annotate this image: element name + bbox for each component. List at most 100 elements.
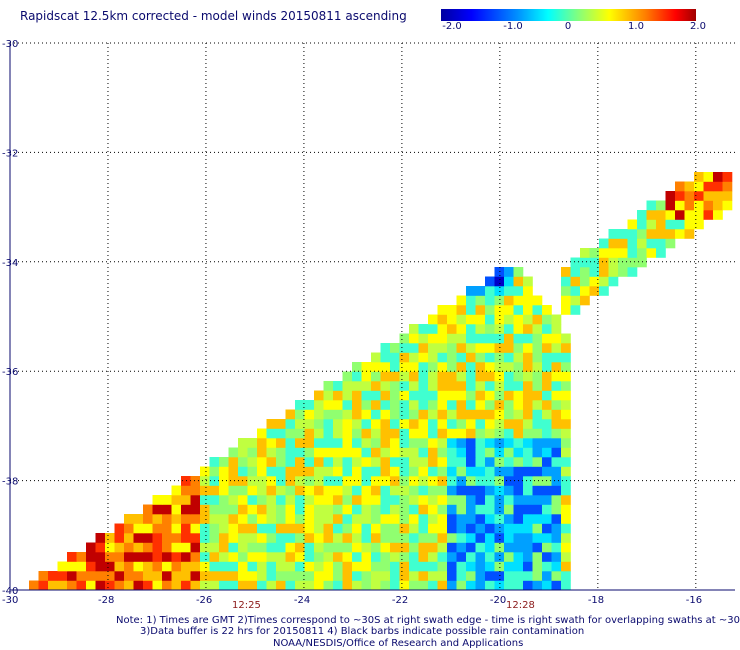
swath-cell [447, 476, 457, 486]
swath-cell [466, 533, 476, 543]
swath-cell [304, 571, 315, 581]
swath-cell [532, 552, 543, 562]
swath-cell [513, 495, 524, 505]
swath-cell [551, 504, 562, 515]
swath-cell [580, 276, 590, 287]
swath-cell [523, 314, 533, 325]
swath-cell [437, 409, 448, 420]
swath-cell [418, 523, 429, 534]
swath-cell [162, 533, 172, 543]
swath-cell [304, 523, 315, 534]
swath-cell [418, 447, 429, 458]
swath-cell [656, 248, 666, 258]
swath-cell [722, 172, 733, 182]
swath-cell [504, 286, 514, 296]
swath-cell [285, 457, 296, 467]
swath-cell [95, 561, 106, 572]
swath-cell [485, 419, 495, 429]
swath-cell [485, 333, 495, 344]
swath-cell [361, 552, 372, 562]
swath-cell [409, 343, 419, 353]
swath-cell [551, 428, 562, 439]
swath-cell [494, 362, 505, 372]
swath-cell [333, 485, 343, 496]
swath-cell [523, 561, 533, 572]
swath-cell [304, 552, 315, 562]
swath-cell [276, 495, 286, 505]
swath-cell [181, 542, 191, 553]
swath-cell [637, 229, 647, 239]
swath-cell [181, 580, 191, 591]
swath-cell [114, 533, 125, 543]
swath-cell [285, 485, 296, 496]
swath-cell [485, 571, 495, 581]
swath-cell [266, 457, 277, 467]
swath-cell [409, 523, 419, 534]
swath-cell [447, 390, 457, 401]
swath-cell [523, 390, 533, 401]
swath-cell [532, 580, 543, 591]
swath-cell [437, 561, 448, 572]
swath-cell [504, 495, 514, 505]
swath-cell [266, 466, 277, 477]
swath-cell [504, 466, 514, 477]
longitude-label: -20 [490, 595, 506, 606]
swath-cell [171, 495, 182, 505]
swath-cell [285, 514, 296, 524]
swath-cell [694, 191, 704, 201]
swath-cell [304, 485, 315, 496]
swath-cell [247, 495, 258, 505]
swath-cell [257, 504, 267, 515]
swath-cell [276, 514, 286, 524]
swath-cell [238, 514, 248, 524]
swath-cell [542, 352, 552, 363]
swath-cell [67, 561, 77, 572]
swath-cell [428, 447, 438, 458]
swath-cell [532, 523, 543, 534]
swath-cell [447, 523, 457, 534]
swath-cell [247, 514, 258, 524]
swath-cell [551, 438, 562, 448]
swath-cell [485, 561, 495, 572]
swath-cell [561, 485, 571, 496]
swath-cell [418, 514, 429, 524]
swath-cell [304, 419, 315, 429]
swath-cell [152, 533, 163, 543]
swath-cell [371, 466, 381, 477]
swath-cell [561, 295, 571, 306]
swath-cell [513, 523, 524, 534]
swath-cell [618, 229, 628, 239]
swath-cell [228, 485, 239, 496]
swath-cell [428, 438, 438, 448]
swath-cell [447, 314, 457, 325]
swath-cell [551, 447, 562, 458]
swath-cell [409, 571, 419, 581]
swath-cell [485, 447, 495, 458]
swath-cell [295, 561, 305, 572]
swath-cell [418, 343, 429, 353]
swath-cell [409, 542, 419, 553]
swath-cell [361, 447, 372, 458]
swath-cell [513, 552, 524, 562]
swath-cell [219, 561, 229, 572]
swath-cell [209, 561, 220, 572]
latitude-label: -30 [2, 39, 18, 50]
swath-cell [247, 561, 258, 572]
swath-cell [513, 485, 524, 496]
swath-cell [703, 181, 714, 192]
swath-cell [561, 362, 571, 372]
swath-cell [409, 324, 419, 334]
swath-cell [494, 457, 505, 467]
swath-cell [656, 238, 666, 249]
swath-cell [494, 400, 505, 410]
swath-cell [266, 495, 277, 505]
swath-cell [285, 571, 296, 581]
swath-cell [428, 523, 438, 534]
swath-cell [532, 381, 543, 391]
swath-cell [675, 219, 685, 230]
swath-cell [342, 514, 353, 524]
swath-cell [190, 485, 201, 496]
swath-cell [561, 286, 571, 296]
swath-cell [247, 552, 258, 562]
swath-cell [200, 580, 210, 591]
